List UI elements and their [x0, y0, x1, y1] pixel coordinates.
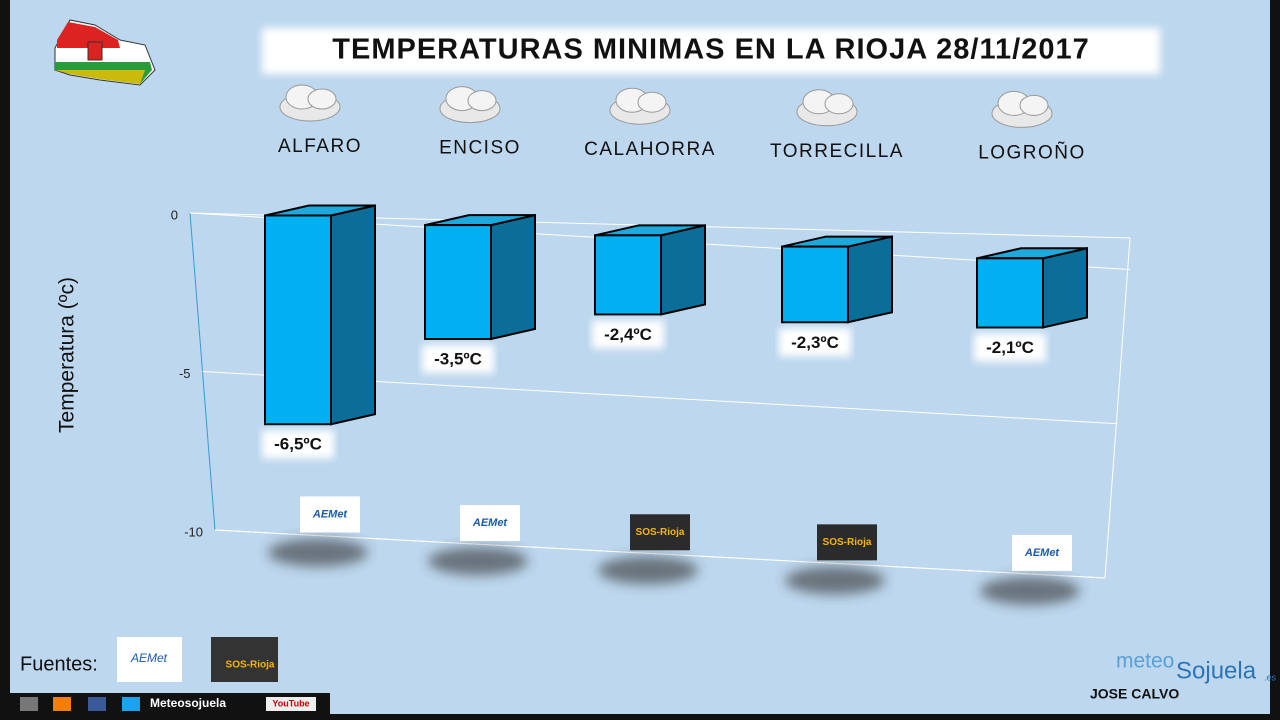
region-flag	[54, 19, 156, 86]
bar-side	[1042, 247, 1088, 329]
y-tick-label: -10	[184, 524, 203, 539]
y-tick-label: -5	[179, 366, 191, 381]
source-logo	[1012, 534, 1072, 571]
source-logo-text: AEMet	[1024, 547, 1061, 559]
value-label: -2,4ºC	[604, 325, 652, 344]
grid-line	[214, 529, 1106, 579]
weather-icon	[991, 90, 1053, 128]
cloud	[824, 93, 854, 115]
frame-bottom	[0, 714, 1280, 720]
bar-shadow	[428, 547, 528, 576]
brand: meteo	[1116, 650, 1174, 673]
x-tick-label: LOGROÑO	[978, 141, 1086, 163]
value-label-box	[592, 320, 664, 349]
bar-shadow	[980, 576, 1080, 605]
bar-side	[847, 235, 893, 324]
bar	[976, 257, 1044, 329]
weather-icon	[439, 86, 501, 124]
value-label: -3,5ºC	[434, 349, 482, 368]
value-label: -6,5ºC	[274, 435, 322, 454]
bar	[781, 245, 849, 324]
cloud	[637, 91, 667, 113]
value-label-box	[262, 430, 334, 459]
social-bar	[0, 693, 330, 714]
cloud	[1019, 94, 1049, 116]
brand: Sojuela	[1176, 657, 1257, 684]
value-label-box	[779, 328, 851, 357]
youtube: YouTube	[272, 698, 309, 708]
logo-text: SOS-Rioja	[226, 660, 275, 671]
source-logo	[630, 514, 690, 551]
x-tick-label: CALAHORRA	[584, 139, 716, 160]
source-logo-text: SOS-Rioja	[636, 527, 685, 538]
logo-box	[117, 637, 182, 682]
chart-title: TEMPERATURAS MINIMAS EN LA RIOJA 28/11/2…	[332, 34, 1089, 66]
logo-box	[211, 637, 278, 682]
logo-text: AEMet	[130, 651, 168, 665]
author: JOSE CALVO	[1090, 686, 1179, 702]
weather-icon	[609, 87, 671, 125]
bar-shadow	[268, 538, 368, 567]
value-label: -2,1ºC	[986, 338, 1034, 357]
source-logo	[817, 524, 877, 561]
icon	[20, 697, 38, 711]
icon	[88, 697, 106, 711]
plot-area: 0 -5 -10 AEMet -6,5ºC ALFARO AEMet -3,5ºC ENCISO…	[171, 84, 1131, 605]
social-name: Meteosojuela	[150, 696, 226, 710]
source-logo-text: SOS-Rioja	[823, 537, 872, 548]
icon	[53, 697, 71, 711]
bar	[424, 224, 492, 341]
cloud	[467, 90, 497, 112]
value-label-box	[422, 345, 494, 374]
bar-side	[660, 224, 706, 316]
source-logo	[300, 496, 360, 533]
sources-label: Fuentes:	[20, 653, 98, 675]
frame-left	[0, 0, 10, 720]
value-label: -2,3ºC	[791, 333, 839, 352]
y-axis-label: Temperatura (ºc)	[56, 277, 79, 433]
youtube-box	[266, 697, 316, 711]
x-tick-label: TORRECILLA	[770, 141, 904, 162]
bar	[594, 234, 662, 316]
source-logo-text: AEMet	[312, 508, 349, 520]
bar-side	[490, 213, 536, 341]
weather-icon	[279, 84, 341, 122]
bar-shadow	[598, 556, 698, 585]
source-logo	[460, 505, 520, 542]
x-tick-label: ALFARO	[278, 136, 362, 157]
y-tick-label: 0	[171, 207, 178, 222]
bar	[264, 214, 332, 426]
bar-shadow	[785, 566, 885, 595]
frame-right	[1270, 0, 1280, 720]
bar-side	[330, 204, 376, 426]
source-logo-text: AEMet	[472, 517, 509, 529]
x-tick-label: ENCISO	[439, 138, 521, 159]
title-box	[262, 28, 1160, 74]
value-label-box	[974, 333, 1046, 362]
cloud	[307, 88, 337, 110]
weather-icon	[796, 89, 858, 127]
brand: .es	[1264, 672, 1277, 682]
icon	[122, 697, 140, 711]
